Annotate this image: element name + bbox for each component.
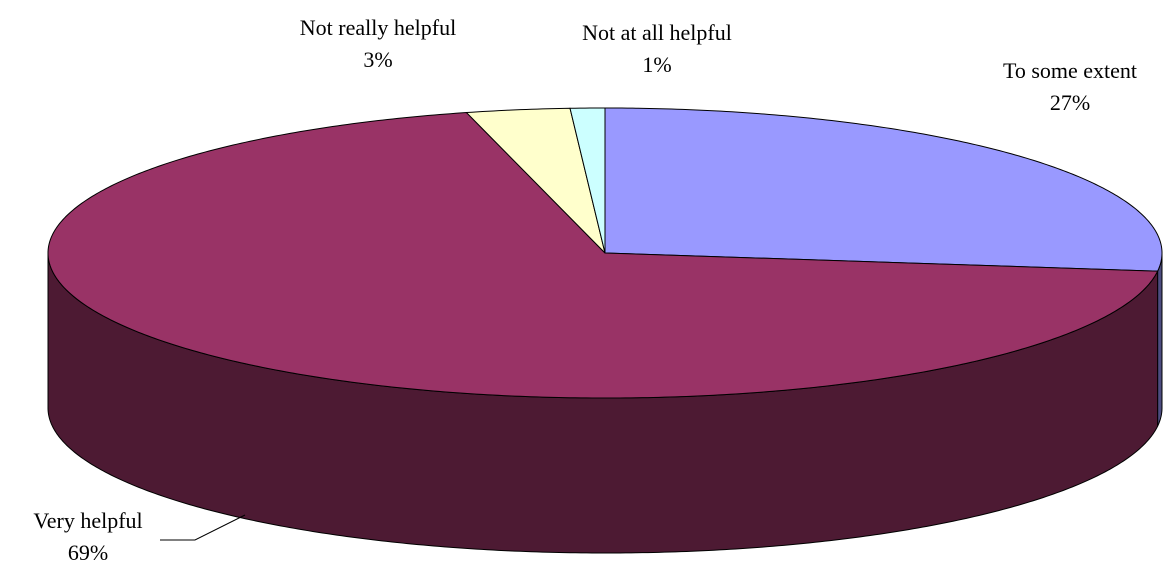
pie-slice (47, 112, 1159, 399)
pie-tops (47, 107, 1163, 399)
category-label: To some extent (1003, 58, 1137, 83)
category-label: Not really helpful (300, 15, 456, 40)
category-label: Very helpful (33, 508, 142, 533)
pie-slice (604, 107, 1163, 272)
pie-slice (569, 107, 606, 254)
value-label: 69% (68, 540, 108, 565)
pie-slice (465, 107, 606, 254)
value-label: 3% (363, 47, 392, 72)
pie-side (1157, 252, 1163, 427)
category-label: Not at all helpful (582, 20, 732, 45)
value-label: 27% (1050, 90, 1090, 115)
data-labels: To some extent 27% Very helpful 69% Not real… (33, 15, 1137, 565)
leader-line (160, 514, 246, 541)
value-label: 1% (642, 52, 671, 77)
